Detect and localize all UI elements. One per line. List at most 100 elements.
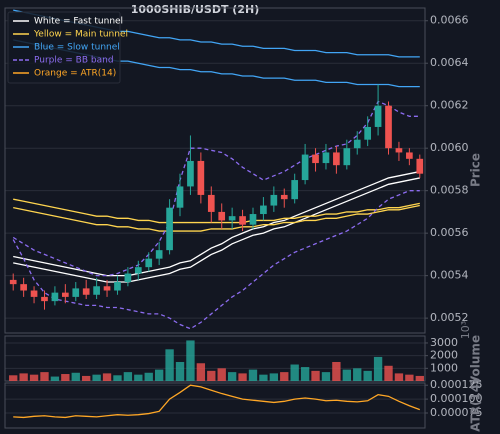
candle-body: [20, 284, 27, 291]
plot-area: [13, 384, 421, 419]
candle-body: [228, 216, 236, 221]
candle-body: [176, 186, 184, 208]
candle-body: [166, 207, 173, 251]
legend-label: White = Fast tunnel: [34, 17, 123, 27]
band-upper: [13, 170, 420, 277]
candle-body: [374, 105, 382, 127]
volume-bar: [415, 375, 424, 381]
volume-bar: [165, 349, 174, 381]
legend-label: Purple = BB band: [34, 56, 114, 66]
volume-bar: [248, 369, 258, 381]
candle-body: [218, 211, 226, 221]
volume-bar: [353, 368, 362, 381]
y-axis-label: ATR(14): [469, 378, 483, 431]
candle-body: [322, 152, 330, 164]
y-tick-label: 0.0064: [430, 56, 469, 69]
volume-bar: [269, 373, 279, 381]
volume-bar: [82, 375, 91, 381]
volume-bar: [92, 374, 101, 381]
candle-body: [187, 160, 194, 187]
candle-body: [93, 286, 100, 295]
volume-bar: [144, 372, 153, 381]
legend-label: Blue = Slow tunnel: [34, 43, 120, 53]
volume-bar: [196, 363, 206, 381]
y-tick-label: 1000: [430, 361, 458, 374]
candle-body: [301, 154, 309, 181]
candle-body: [82, 288, 90, 295]
band-lower: [13, 204, 420, 232]
candle-body: [103, 286, 111, 291]
candle-body: [239, 216, 246, 225]
volume-bar: [207, 370, 216, 381]
candle-body: [291, 180, 299, 200]
volume-bar: [394, 373, 404, 381]
y-tick-label: 3000: [430, 336, 458, 349]
volume-bar: [280, 372, 289, 381]
band-upper: [13, 198, 420, 224]
band-lower: [13, 177, 420, 283]
volume-bar: [40, 372, 49, 381]
y-tick-label: 0.0056: [430, 226, 469, 239]
volume-bar: [113, 375, 122, 381]
volume-bar: [300, 367, 310, 381]
legend-label: Orange = ATR(14): [34, 69, 116, 79]
y-tick-label: 0.0066: [430, 14, 469, 27]
volume-bar: [123, 372, 133, 381]
legend-label: Yellow = Main tunnel: [33, 30, 128, 40]
volume-bar: [373, 356, 383, 381]
volume-bar: [186, 340, 195, 381]
candle-body: [72, 288, 80, 297]
candle-body: [30, 290, 38, 297]
volume-bar: [102, 373, 112, 381]
volume-bar: [154, 369, 164, 381]
indicator-line: [13, 384, 421, 419]
volume-bar: [217, 368, 226, 381]
volume-bar: [134, 374, 143, 381]
volume-bar: [321, 372, 331, 381]
candle-body: [260, 205, 267, 215]
volume-bar: [227, 372, 237, 381]
volume-bar: [29, 374, 39, 381]
volume-bar: [9, 375, 18, 381]
candle-body: [312, 154, 319, 164]
candle-body: [249, 214, 257, 225]
volume-bar: [311, 370, 320, 381]
y-tick-label: 0.0058: [430, 184, 469, 197]
candle-body: [395, 148, 403, 153]
y-tick-label: 0.000100: [430, 392, 483, 405]
y-axis-label: Price: [469, 153, 483, 187]
candle-body: [406, 152, 413, 159]
candle-body: [134, 267, 142, 274]
candle-body: [145, 258, 153, 268]
candle-body: [124, 273, 132, 283]
volume-bar: [384, 365, 393, 381]
candle-body: [197, 160, 205, 195]
volume-bar: [332, 361, 341, 381]
candle-body: [207, 194, 215, 212]
volume-bar: [61, 374, 70, 381]
volume-bar: [363, 370, 372, 381]
plot-area: [9, 340, 424, 381]
candle-body: [51, 292, 59, 302]
candle-body: [353, 139, 361, 149]
panel-frame: [4, 7, 426, 334]
volume-bar: [290, 364, 299, 381]
candle-body: [343, 148, 351, 166]
candle-body: [155, 250, 163, 259]
candle-body: [416, 158, 424, 174]
y-tick-label: 0.000125: [430, 378, 483, 391]
band-lower: [12, 190, 420, 330]
volume-bar: [259, 374, 268, 381]
candle-body: [333, 152, 340, 166]
candle-body: [270, 194, 278, 206]
candle-body: [280, 194, 288, 200]
chart-title: 1000SHIB/USDT (2H): [131, 3, 259, 16]
y-tick-label: 2000: [430, 349, 458, 362]
panel-frame: [4, 382, 426, 429]
volume-bar: [175, 361, 185, 381]
volume-bar: [238, 373, 247, 381]
candle-body: [364, 126, 371, 140]
y-axis-label: Volume: [469, 335, 483, 385]
y-tick-label: 0.0062: [430, 99, 469, 112]
volume-bar: [19, 373, 28, 381]
